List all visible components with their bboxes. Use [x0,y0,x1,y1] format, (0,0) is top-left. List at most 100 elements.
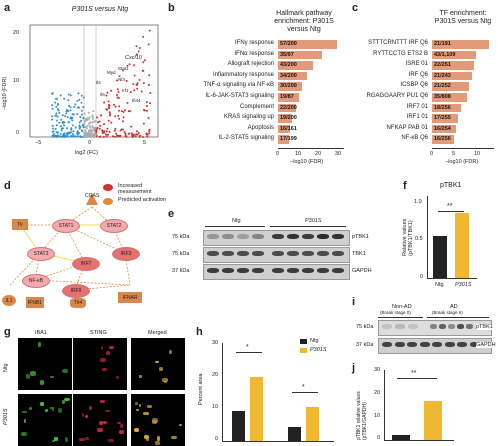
volcano-point [80,101,83,104]
volcano-point [74,135,77,138]
cell-signal [138,403,141,407]
volcano-point [116,134,119,137]
j-ytick: 10 [374,413,381,419]
blot-band [317,251,329,256]
volcano-point [124,132,127,135]
row-label: TNF-α signaling via NF-κB [203,82,274,89]
volcano-point [63,133,65,135]
volcano-point [149,102,151,105]
volcano-point [83,135,86,138]
blot-band [317,234,329,239]
volcano-point [138,47,141,49]
volcano-point [63,124,65,127]
volcano-point [111,135,114,138]
g-col-label: STING [90,330,107,336]
volcano-point [135,45,138,48]
volcano-point [80,129,83,132]
volcano-point [76,99,79,102]
cell-signal [23,419,27,424]
bar-value: 43/200 [280,62,297,69]
g-col-label: IBA1 [35,330,47,336]
volcano-point [51,130,54,133]
f-sig-line [438,211,464,212]
volcano-point [128,63,131,66]
legend-predicted: Predicted activation [118,197,166,203]
bar-value: 19/87 [280,94,294,100]
volcano-point [131,133,134,136]
volcano-point [90,129,93,131]
gene-label: Il4 [96,80,101,85]
volcano-point [56,134,59,137]
cell-signal [108,438,115,442]
h-y-axis [222,343,223,441]
volcano-point [82,126,85,129]
row-label: NFKAP PAB 01 [386,124,428,131]
node-cgas: CGAS [85,193,100,199]
volcano-point [87,122,90,125]
volcano-point [91,132,94,135]
panel-label-c: c [352,2,359,14]
cell-signal [115,376,119,379]
volcano-point [77,92,80,95]
blot-band [287,268,299,273]
volcano-point [84,132,87,134]
volcano-point [60,118,63,121]
volcano-point [94,134,97,137]
volcano-point [108,114,111,117]
blot-group-ntg: Ntg [232,218,241,224]
blot-band [457,324,464,329]
bar-value: 18/256 [434,104,451,111]
volcano-point [89,126,92,129]
panel-c-title: TF enrichment: P301S versus Ntg [434,10,492,25]
h-legend-swatch-ntg [300,339,307,344]
volcano-point [55,106,58,108]
volcano-point [122,120,124,123]
volcano-point [62,127,65,130]
cell-signal [135,402,139,405]
enrichment-bar [278,82,303,91]
volcano-point [118,109,120,112]
volcano-point [133,89,136,92]
volcano-point [78,127,81,130]
volcano-point [88,117,90,120]
g-row-label: P301S [3,408,9,425]
row-label: ICSBP Q6 [400,82,428,89]
volcano-point [107,100,110,103]
volcano-point [93,130,96,133]
cell-signal [168,349,173,354]
cell-signal [88,405,92,410]
h-ytick: 20 [212,372,219,378]
b-xtick: 20 [315,151,322,157]
volcano-point [83,120,86,123]
volcano-point [76,135,79,138]
blot-band [432,342,442,347]
h-x-axis [222,441,334,442]
volcano-point [92,118,95,121]
legend-increased: Increased measurement [118,183,152,195]
enrichment-bar [278,124,291,134]
j-ytick: 0 [377,435,381,441]
row-label: RGAGGAARY PU1 Q6 [366,93,428,99]
volcano-point [129,91,132,94]
blot-band [317,268,329,273]
blot-band [332,268,344,273]
volcano-point [149,92,152,94]
volcano-point [98,135,101,138]
volcano-point [142,136,144,138]
volcano-xtick-3: 5 [143,140,147,146]
volcano-point [127,132,130,135]
volcano-point [80,136,83,138]
volcano-point [126,64,129,67]
cell-signal [26,374,31,379]
volcano-point [61,114,64,117]
node-irf3: IRF3 [112,247,140,261]
blot-band [444,342,455,347]
node-nfkb: NF-κB [22,274,50,288]
volcano-point [89,121,92,124]
volcano-point [124,109,126,112]
cell-signal [100,358,107,362]
volcano-point [57,103,59,105]
volcano-point [72,130,75,133]
cell-signal [100,346,103,351]
h-bar-p301s [306,407,319,441]
